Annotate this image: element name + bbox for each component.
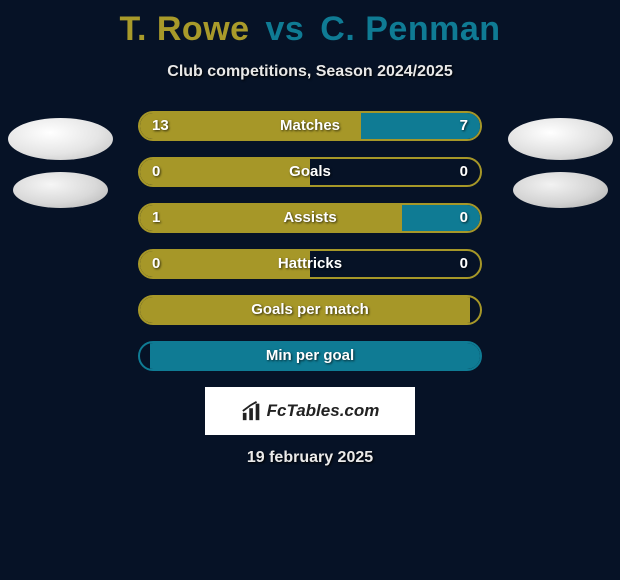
brand-text: FcTables.com	[267, 401, 380, 421]
stat-label: Goals per match	[140, 297, 480, 323]
player2-photo-placeholder	[508, 118, 613, 160]
stat-value-right: 0	[460, 205, 468, 231]
stat-row: Goals0 0	[138, 157, 482, 187]
brand-badge: FcTables.com	[205, 387, 415, 435]
subtitle: Club competitions, Season 2024/2025	[0, 63, 620, 81]
stat-value-right: 7	[460, 113, 468, 139]
player1-club-placeholder	[13, 172, 108, 208]
player2-club-placeholder	[513, 172, 608, 208]
player2-name: C. Penman	[320, 10, 500, 48]
chart-icon	[241, 400, 263, 422]
page-title: T. Rowe vs C. Penman	[0, 0, 620, 49]
player1-avatar-column	[0, 118, 120, 220]
stat-label: Assists	[140, 205, 480, 231]
stat-label: Goals	[140, 159, 480, 185]
stat-label: Min per goal	[140, 343, 480, 369]
stat-row: Hattricks0 0	[138, 249, 482, 279]
stat-row: Min per goal	[138, 341, 482, 371]
stat-row: Assists1 0	[138, 203, 482, 233]
stat-value-left: 13	[152, 113, 169, 139]
player1-name: T. Rowe	[119, 10, 249, 48]
stat-value-left: 0	[152, 159, 160, 185]
player1-photo-placeholder	[8, 118, 113, 160]
stat-label: Matches	[140, 113, 480, 139]
comparison-chart: Matches137Goals00Assists10Hattricks00Goa…	[138, 111, 482, 371]
player2-avatar-column	[500, 118, 620, 220]
stat-value-left: 1	[152, 205, 160, 231]
date-text: 19 february 2025	[0, 449, 620, 467]
title-vs: vs	[266, 10, 305, 48]
stat-label: Hattricks	[140, 251, 480, 277]
stat-row: Goals per match	[138, 295, 482, 325]
stat-value-right: 0	[460, 251, 468, 277]
stat-value-right: 0	[460, 159, 468, 185]
stat-value-left: 0	[152, 251, 160, 277]
stat-row: Matches13 7	[138, 111, 482, 141]
